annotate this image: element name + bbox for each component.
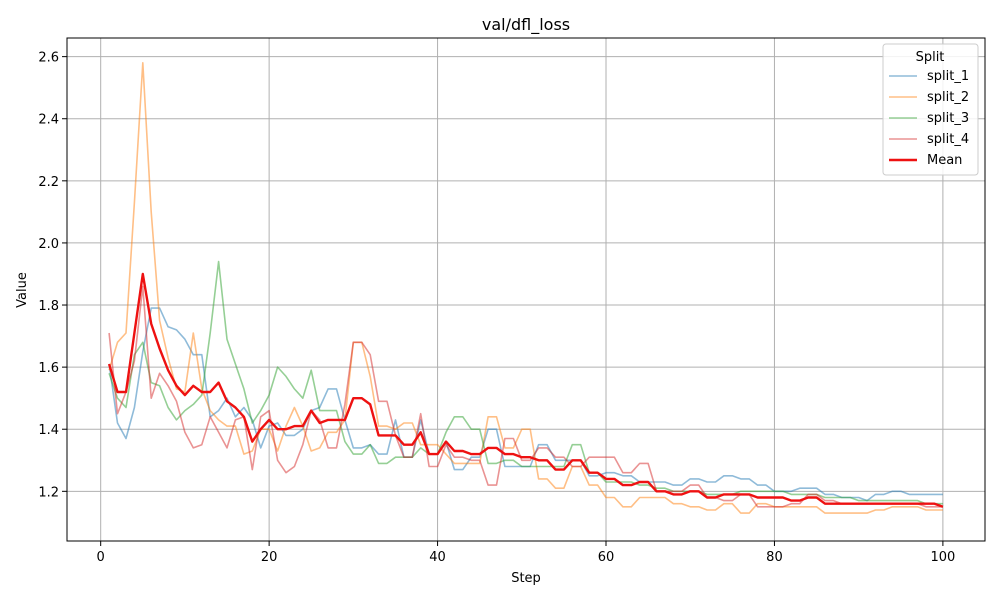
y-tick-label: 1.8	[38, 299, 59, 314]
legend-label: split_1	[927, 69, 969, 84]
y-tick-label: 2.0	[38, 237, 59, 252]
y-tick-label: 2.6	[38, 51, 59, 66]
y-tick-label: 2.2	[38, 175, 59, 190]
legend-label: split_3	[927, 111, 969, 126]
x-tick-label: 0	[97, 550, 105, 565]
chart-title: val/dfl_loss	[482, 15, 570, 35]
legend-label: Mean	[927, 153, 962, 168]
y-axis: 1.2 1.4 1.6 1.8 2.0 2.2 2.4 2.6	[38, 51, 67, 500]
legend-item: split_2	[889, 90, 969, 105]
legend: Split split_1 split_2 split_3 split_4 Mean	[882, 43, 979, 176]
series-lines	[107, 61, 944, 514]
x-tick-label: 40	[429, 550, 446, 565]
x-axis-title: Step	[511, 571, 541, 586]
y-tick-label: 1.6	[38, 361, 59, 376]
y-axis-title: Value	[15, 272, 30, 308]
x-tick-label: 60	[598, 550, 615, 565]
legend-label: split_4	[927, 132, 969, 147]
x-tick-label: 100	[930, 550, 955, 565]
legend-item: split_1	[889, 69, 969, 84]
series-line-split-2	[108, 61, 943, 514]
series-line-mean	[107, 272, 944, 508]
legend-item: split_3	[889, 111, 969, 126]
y-tick-label: 1.2	[38, 485, 59, 500]
series-line-split-3	[108, 260, 943, 505]
legend-item: Mean	[889, 153, 962, 168]
legend-item: split_4	[889, 132, 969, 147]
x-axis: 0 20 40 60 80 100	[97, 541, 955, 565]
legend-title: Split	[916, 50, 945, 65]
y-tick-label: 1.4	[38, 423, 59, 438]
plot-frame	[66, 37, 986, 542]
y-tick-label: 2.4	[38, 113, 59, 128]
legend-label: split_2	[927, 90, 969, 105]
x-tick-label: 80	[766, 550, 783, 565]
legend-items: split_1 split_2 split_3 split_4 Mean	[889, 69, 969, 168]
x-tick-label: 20	[261, 550, 278, 565]
